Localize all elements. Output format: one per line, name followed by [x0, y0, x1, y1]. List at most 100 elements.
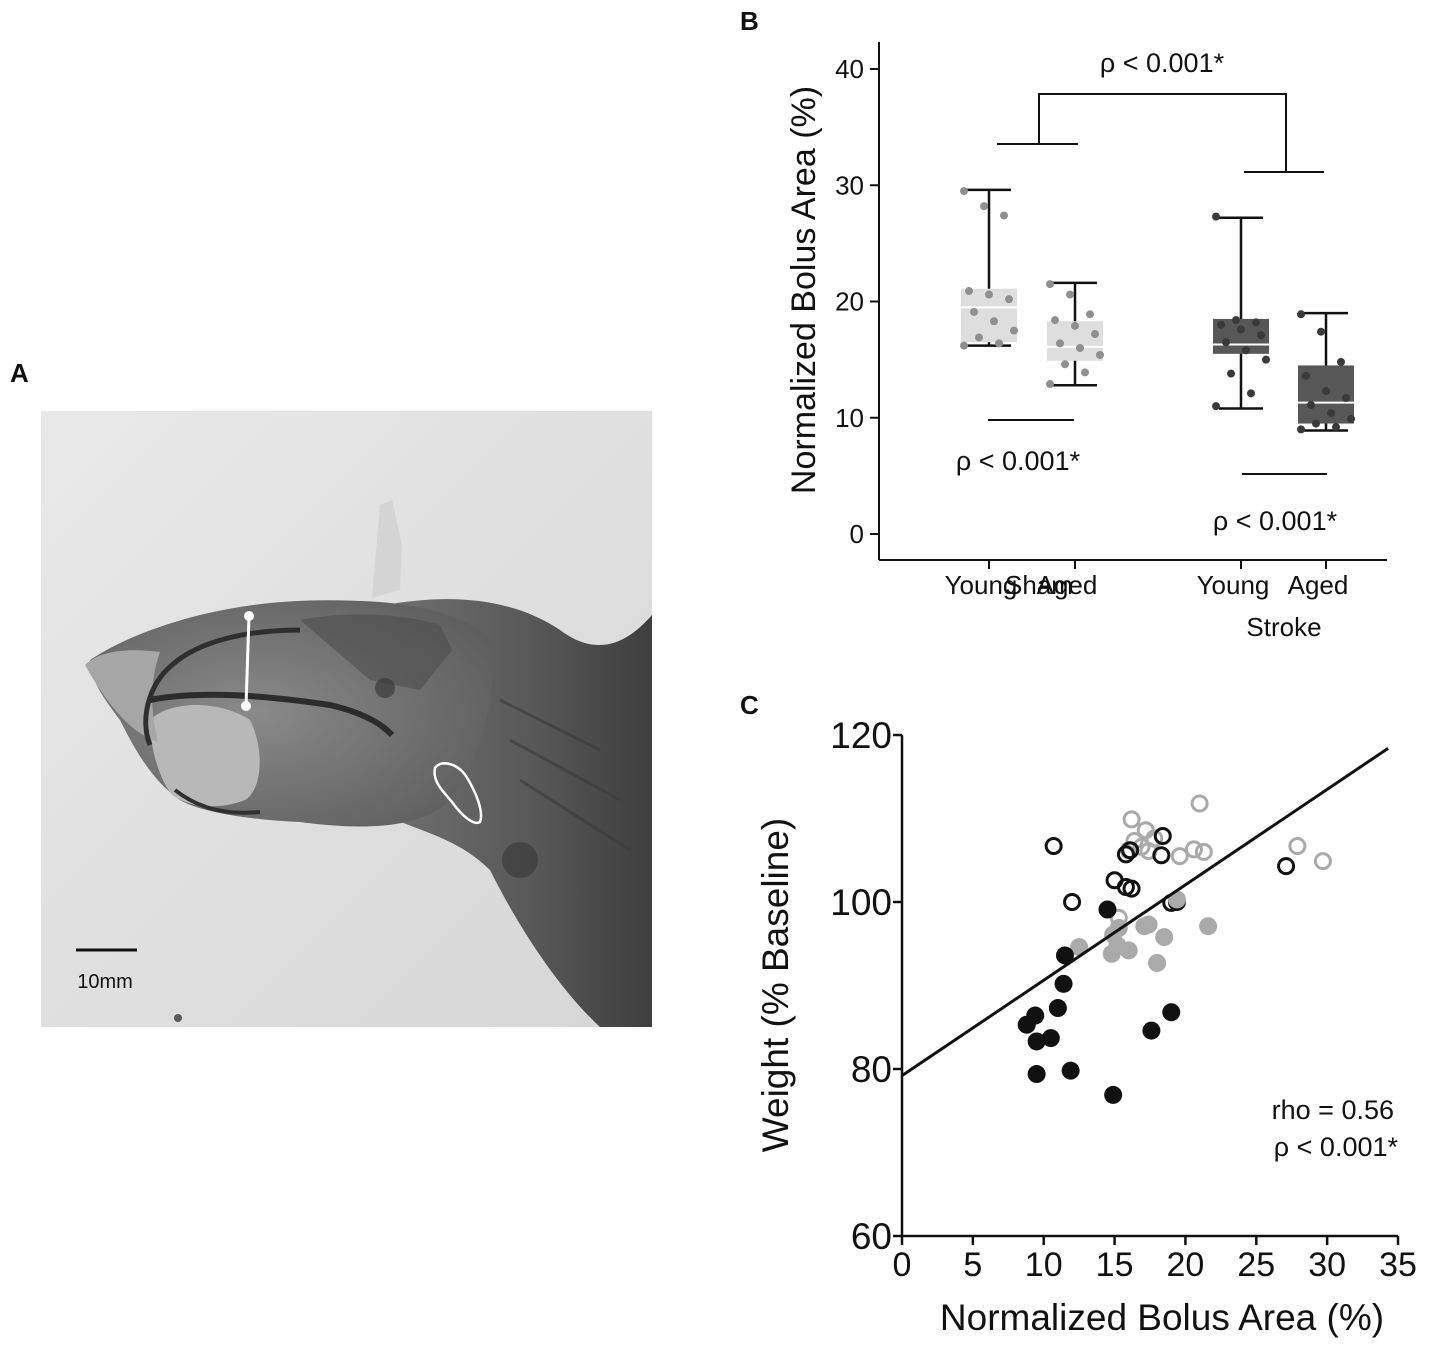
chart-b-xtick-label: Aged [1037, 570, 1098, 600]
chart-b-annotation-stroke: ρ < 0.001* [1213, 506, 1338, 536]
chart-c-point-open [1121, 841, 1140, 860]
chart-b-point [1327, 409, 1335, 418]
chart-b-point [1217, 320, 1225, 329]
chart-b-point [960, 187, 968, 196]
panel-label-a: A [10, 358, 29, 388]
chart-b-point [1262, 355, 1270, 364]
chart-c-fit-line [901, 747, 1389, 1077]
chart-b-point [1046, 280, 1054, 289]
xray-ear [372, 500, 402, 598]
chart-b-point [1086, 310, 1094, 319]
chart-c-point-filled [1139, 915, 1158, 934]
panel-label-b: B [740, 6, 759, 36]
chart-b-ytick-label: 10 [835, 403, 864, 433]
chart-c-point-open [1313, 852, 1332, 871]
chart-c-point-open [1153, 827, 1172, 846]
chart-c-ylabel: Weight (% Baseline) [755, 818, 796, 1153]
chart-b-point [995, 339, 1003, 348]
chart-c-point-filled [1061, 1061, 1080, 1080]
chart-b-ytick-label: 40 [835, 54, 864, 84]
chart-c-ytick-label: 60 [851, 1216, 892, 1257]
chart-c-point-open [1184, 840, 1203, 859]
chart-b-point [990, 317, 998, 326]
xray-measure-line [244, 615, 251, 707]
xray-mandible [150, 705, 260, 807]
chart-b-point [1237, 325, 1245, 334]
chart-c-point-open [1194, 842, 1213, 861]
chart-c-point-open [1122, 810, 1141, 829]
chart-b-xtick-label: Aged [1288, 570, 1349, 600]
chart-b-point [1091, 330, 1099, 339]
chart-b-xtick-label: Young [1197, 570, 1270, 600]
chart-b-point [1096, 350, 1104, 359]
chart-c: 60 80 100 120 0 5 10 15 20 25 30 35 Weight (% Base… [755, 715, 1417, 1338]
chart-b-point [1242, 346, 1250, 355]
chart-b-group-label-stroke: Stroke [1246, 612, 1321, 642]
chart-b-point [1061, 360, 1069, 369]
chart-b-point [1347, 414, 1355, 423]
chart-b-point [965, 287, 973, 296]
chart-c-point-open [1122, 879, 1141, 898]
chart-c-point-open [1190, 794, 1209, 813]
chart-c-point-filled [1017, 1015, 1036, 1034]
chart-b-bracket-group [997, 93, 1324, 173]
chart-c-point-open [1288, 837, 1307, 856]
chart-b: 0 10 20 30 40 Young Aged Young Aged Normalized … [785, 42, 1387, 642]
chart-b-ytick-label: 30 [835, 170, 864, 200]
chart-b-point [1307, 400, 1315, 409]
chart-b-point [1312, 419, 1320, 428]
chart-c-point-open [1044, 837, 1063, 856]
chart-b-point [1322, 387, 1330, 396]
chart-b-ylabel: Normalized Bolus Area (%) [785, 86, 823, 494]
chart-b-ytick-label: 0 [850, 519, 864, 549]
chart-b-point [1227, 369, 1235, 378]
chart-b-annotation-sham: ρ < 0.001* [956, 446, 1081, 476]
chart-c-xtick-label: 0 [893, 1246, 912, 1284]
chart-c-point-open [1277, 857, 1296, 876]
chart-b-point [1257, 331, 1265, 340]
chart-c-ytick-label: 120 [830, 715, 892, 756]
chart-c-ytick-label: 80 [851, 1049, 892, 1090]
chart-c-point-open [1170, 847, 1189, 866]
chart-b-point [980, 202, 988, 211]
chart-c-xtick-label: 30 [1308, 1246, 1346, 1284]
xray-image [41, 411, 652, 1027]
chart-c-point-filled [1055, 946, 1074, 965]
chart-b-annotation-group: ρ < 0.001* [1100, 48, 1225, 78]
chart-b-point [1056, 339, 1064, 348]
chart-b-point [985, 290, 993, 299]
chart-c-point-open [1125, 832, 1144, 851]
chart-c-ytick-label: 100 [830, 882, 892, 923]
chart-b-point [1302, 371, 1310, 380]
chart-b-point [1051, 316, 1059, 325]
chart-c-point-filled [1054, 974, 1073, 993]
chart-c-point-filled [1162, 1003, 1181, 1022]
chart-c-point-filled [1104, 1085, 1123, 1104]
chart-c-point-filled [1041, 1029, 1060, 1048]
chart-b-point [1297, 425, 1305, 434]
chart-b-point [960, 341, 968, 350]
chart-c-xtick-label: 35 [1379, 1246, 1417, 1284]
chart-c-xtick-label: 20 [1167, 1246, 1205, 1284]
chart-b-point [1081, 368, 1089, 377]
chart-b-point [1232, 316, 1240, 325]
chart-c-xtick-label: 10 [1025, 1246, 1063, 1284]
chart-b-point [970, 307, 978, 316]
chart-b-ytick-label: 20 [835, 287, 864, 317]
chart-b-point [1010, 326, 1018, 335]
chart-c-point-open [1116, 845, 1135, 864]
chart-b-point [1222, 338, 1230, 347]
chart-b-point [1297, 310, 1305, 319]
chart-b-point [1247, 389, 1255, 398]
chart-b-xtick-label: Young [945, 570, 1018, 600]
chart-c-point-filled [1119, 941, 1138, 960]
chart-c-point-filled [1142, 1021, 1161, 1040]
chart-c-point-filled [1027, 1065, 1046, 1084]
chart-c-point-filled [1048, 999, 1067, 1018]
panel-label-c: C [740, 690, 759, 720]
chart-c-point-filled [1027, 1032, 1046, 1051]
chart-b-group-label-sham: Sham [1005, 570, 1073, 600]
xray-bolus-outline [433, 762, 483, 825]
xray-measure-point-top [244, 611, 254, 621]
